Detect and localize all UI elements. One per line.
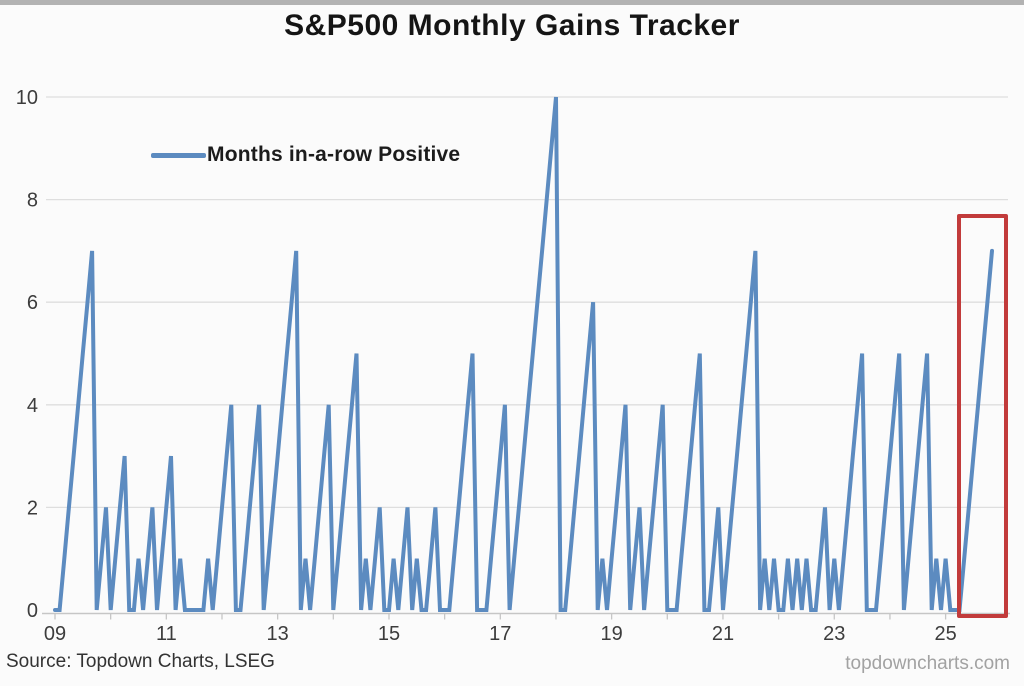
y-tick-label: 8 [27,190,38,212]
legend: Months in-a-row Positive [151,143,460,167]
legend-line-swatch-icon [151,152,206,158]
top-border-bar [0,0,1024,5]
series-line-months-positive [53,96,994,612]
source-attribution: Source: Topdown Charts, LSEG [6,651,275,672]
chart-title: S&P500 Monthly Gains Tracker [284,9,740,42]
y-tick-label: 4 [27,395,38,417]
x-tick-label: 17 [489,623,511,645]
y-tick-label: 6 [27,292,38,314]
x-tick-label: 19 [601,623,623,645]
x-tick-label: 15 [378,623,400,645]
x-tick-label: 21 [712,623,734,645]
x-tick-label: 11 [156,623,177,645]
x-tick-label: 23 [823,623,845,645]
y-tick-label: 0 [27,600,38,622]
x-tick-label: 13 [267,623,289,645]
y-tick-label: 2 [27,497,38,519]
x-tick-label: 25 [934,623,956,645]
x-tick-label: 09 [44,623,66,645]
watermark: topdowncharts.com [845,653,1010,674]
legend-label: Months in-a-row Positive [207,143,461,166]
y-tick-label: 10 [16,87,38,109]
current-streak-highlight-box [957,214,1008,618]
